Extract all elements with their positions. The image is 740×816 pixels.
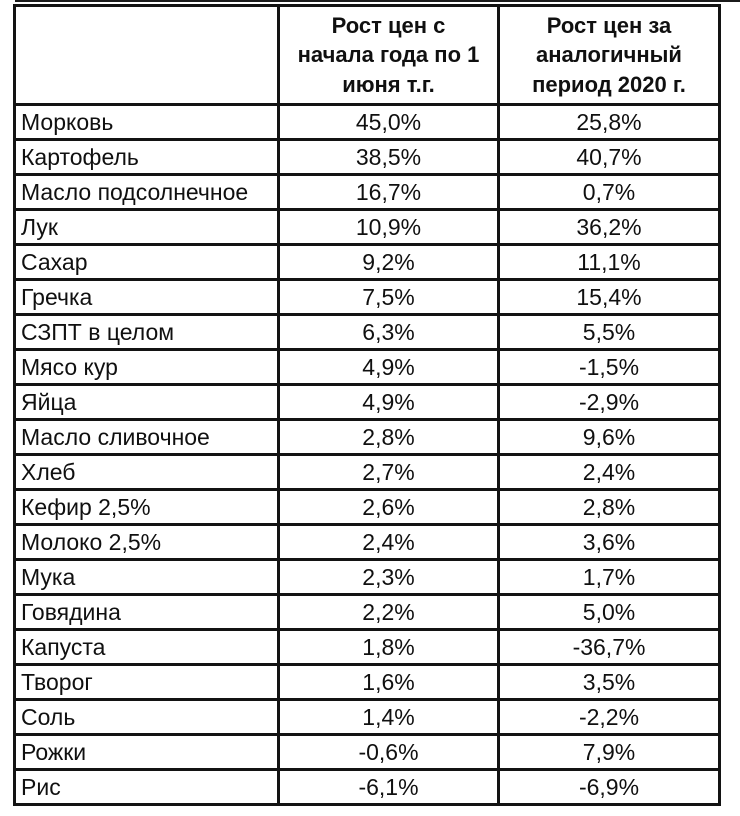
product-name-cell: Капуста bbox=[13, 628, 280, 666]
cropped-top-border-line bbox=[15, 0, 740, 2]
prev-year-value-cell: 15,4% bbox=[497, 278, 721, 316]
ytd-value-cell: 2,4% bbox=[277, 523, 500, 561]
table-row: Творог 1,6% 3,5% bbox=[13, 663, 721, 701]
product-name-cell: Говядина bbox=[13, 593, 280, 631]
prev-year-value-cell: -6,9% bbox=[497, 768, 721, 806]
table-row: Гречка 7,5% 15,4% bbox=[13, 278, 721, 316]
product-name-cell: Картофель bbox=[13, 138, 280, 176]
ytd-value-cell: 4,9% bbox=[277, 383, 500, 421]
prev-year-value-cell: 3,5% bbox=[497, 663, 721, 701]
table-header: Рост цен с начала года по 1 июня т.г. Ро… bbox=[13, 4, 721, 106]
prev-year-value-cell: 7,9% bbox=[497, 733, 721, 771]
ytd-value-cell: 2,6% bbox=[277, 488, 500, 526]
ytd-value-cell: 1,6% bbox=[277, 663, 500, 701]
table-row: Мука 2,3% 1,7% bbox=[13, 558, 721, 596]
ytd-value-cell: 2,2% bbox=[277, 593, 500, 631]
ytd-value-cell: 2,3% bbox=[277, 558, 500, 596]
product-name-cell: Хлеб bbox=[13, 453, 280, 491]
table-row: Морковь 45,0% 25,8% bbox=[13, 103, 721, 141]
product-name-cell: Молоко 2,5% bbox=[13, 523, 280, 561]
ytd-value-cell: 16,7% bbox=[277, 173, 500, 211]
header-prev-year-cell: Рост цен за аналогичный период 2020 г. bbox=[497, 4, 721, 106]
table-row: СЗПТ в целом 6,3% 5,5% bbox=[13, 313, 721, 351]
table-row: Масло подсолнечное 16,7% 0,7% bbox=[13, 173, 721, 211]
product-name-cell: Масло подсолнечное bbox=[13, 173, 280, 211]
product-name-cell: Яйца bbox=[13, 383, 280, 421]
table-row: Соль 1,4% -2,2% bbox=[13, 698, 721, 736]
prev-year-value-cell: 5,5% bbox=[497, 313, 721, 351]
ytd-value-cell: 2,7% bbox=[277, 453, 500, 491]
prev-year-value-cell: 9,6% bbox=[497, 418, 721, 456]
ytd-value-cell: 2,8% bbox=[277, 418, 500, 456]
product-name-cell: Сахар bbox=[13, 243, 280, 281]
prev-year-value-cell: -2,2% bbox=[497, 698, 721, 736]
table-row: Говядина 2,2% 5,0% bbox=[13, 593, 721, 631]
prev-year-value-cell: 25,8% bbox=[497, 103, 721, 141]
ytd-value-cell: 1,8% bbox=[277, 628, 500, 666]
table-row: Масло сливочное 2,8% 9,6% bbox=[13, 418, 721, 456]
table-row: Капуста 1,8% -36,7% bbox=[13, 628, 721, 666]
prev-year-value-cell: 2,4% bbox=[497, 453, 721, 491]
prev-year-value-cell: 0,7% bbox=[497, 173, 721, 211]
product-name-cell: СЗПТ в целом bbox=[13, 313, 280, 351]
ytd-value-cell: 38,5% bbox=[277, 138, 500, 176]
table-row: Лук 10,9% 36,2% bbox=[13, 208, 721, 246]
table-body: Морковь 45,0% 25,8% Картофель 38,5% 40,7% Масл… bbox=[13, 103, 721, 806]
prev-year-value-cell: -36,7% bbox=[497, 628, 721, 666]
table-row: Рис -6,1% -6,9% bbox=[13, 768, 721, 806]
prev-year-value-cell: 40,7% bbox=[497, 138, 721, 176]
product-name-cell: Масло сливочное bbox=[13, 418, 280, 456]
ytd-value-cell: 7,5% bbox=[277, 278, 500, 316]
prev-year-value-cell: -1,5% bbox=[497, 348, 721, 386]
product-name-cell: Кефир 2,5% bbox=[13, 488, 280, 526]
product-name-cell: Творог bbox=[13, 663, 280, 701]
ytd-value-cell: 45,0% bbox=[277, 103, 500, 141]
ytd-value-cell: 4,9% bbox=[277, 348, 500, 386]
ytd-value-cell: 10,9% bbox=[277, 208, 500, 246]
product-name-cell: Гречка bbox=[13, 278, 280, 316]
price-growth-table: Рост цен с начала года по 1 июня т.г. Ро… bbox=[13, 4, 721, 806]
prev-year-value-cell: 5,0% bbox=[497, 593, 721, 631]
ytd-value-cell: 1,4% bbox=[277, 698, 500, 736]
product-name-cell: Мясо кур bbox=[13, 348, 280, 386]
table-row: Сахар 9,2% 11,1% bbox=[13, 243, 721, 281]
table-row: Картофель 38,5% 40,7% bbox=[13, 138, 721, 176]
header-product-cell bbox=[13, 4, 280, 106]
product-name-cell: Рожки bbox=[13, 733, 280, 771]
table-row: Яйца 4,9% -2,9% bbox=[13, 383, 721, 421]
ytd-value-cell: -0,6% bbox=[277, 733, 500, 771]
product-name-cell: Мука bbox=[13, 558, 280, 596]
table-row: Кефир 2,5% 2,6% 2,8% bbox=[13, 488, 721, 526]
table-row: Мясо кур 4,9% -1,5% bbox=[13, 348, 721, 386]
table-row: Рожки -0,6% 7,9% bbox=[13, 733, 721, 771]
header-ytd-cell: Рост цен с начала года по 1 июня т.г. bbox=[277, 4, 500, 106]
table-row: Хлеб 2,7% 2,4% bbox=[13, 453, 721, 491]
table-row: Молоко 2,5% 2,4% 3,6% bbox=[13, 523, 721, 561]
product-name-cell: Соль bbox=[13, 698, 280, 736]
prev-year-value-cell: 36,2% bbox=[497, 208, 721, 246]
ytd-value-cell: -6,1% bbox=[277, 768, 500, 806]
product-name-cell: Лук bbox=[13, 208, 280, 246]
product-name-cell: Морковь bbox=[13, 103, 280, 141]
product-name-cell: Рис bbox=[13, 768, 280, 806]
header-row: Рост цен с начала года по 1 июня т.г. Ро… bbox=[13, 4, 721, 106]
ytd-value-cell: 9,2% bbox=[277, 243, 500, 281]
prev-year-value-cell: -2,9% bbox=[497, 383, 721, 421]
ytd-value-cell: 6,3% bbox=[277, 313, 500, 351]
prev-year-value-cell: 1,7% bbox=[497, 558, 721, 596]
prev-year-value-cell: 2,8% bbox=[497, 488, 721, 526]
prev-year-value-cell: 11,1% bbox=[497, 243, 721, 281]
prev-year-value-cell: 3,6% bbox=[497, 523, 721, 561]
